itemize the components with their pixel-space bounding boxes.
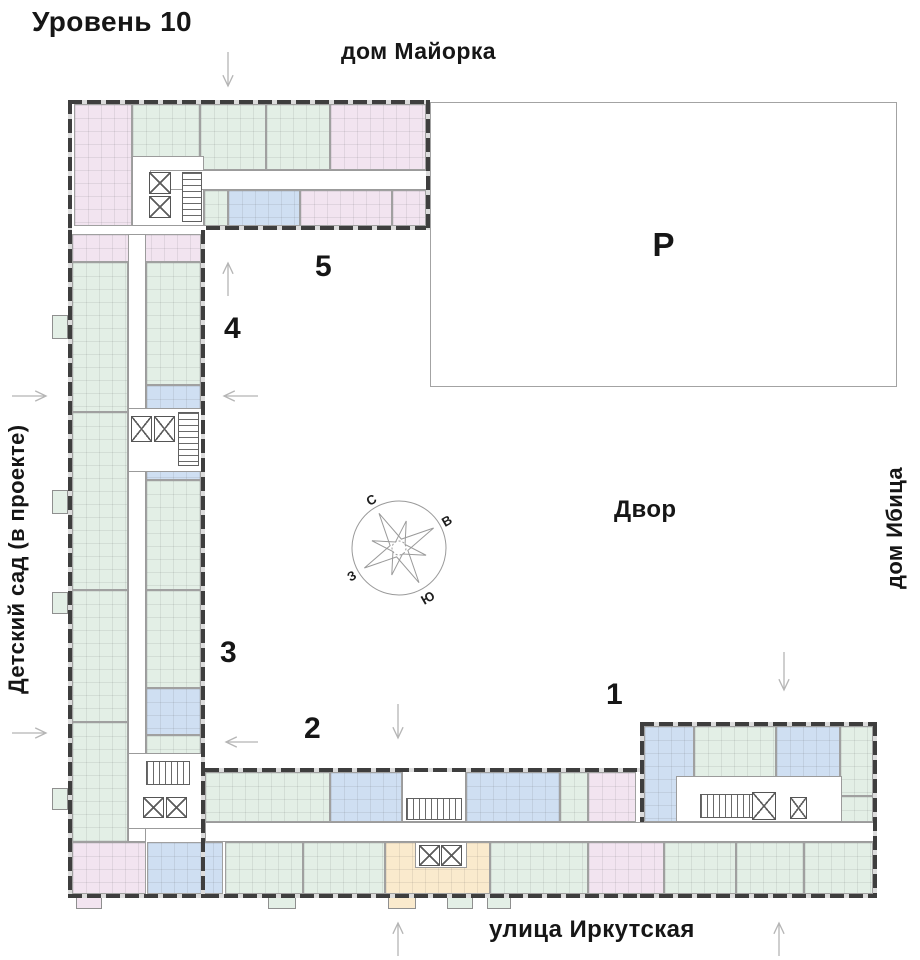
apartment-block [72,412,128,590]
apartment-block [146,688,201,735]
elevator-shaft [131,416,152,442]
staircase [700,794,756,818]
apartment-block [205,772,330,822]
staircase [406,798,462,820]
exterior-wall [68,100,430,104]
apartment-block [146,735,201,755]
section-number-label: 1 [606,678,623,711]
section-number-label: 5 [315,250,332,283]
label-dom-mayorka: дом Майорка [341,38,496,64]
label-detskiy-sad: Детский сад (в проекте) [4,424,29,694]
elevator-shaft [790,797,807,819]
apartment-block [736,842,804,894]
parking-area: Р [430,102,897,387]
label-dom-ibica: дом Ибица [882,466,907,590]
apartment-block [776,726,840,778]
apartment-block [146,480,201,590]
section-number-label: 3 [220,636,237,669]
exterior-wall [205,894,642,898]
apartment-block [560,772,588,822]
apartment-block [228,190,300,226]
apartment-block [147,842,223,894]
exterior-wall [426,100,430,230]
apartment-block [146,262,201,385]
elevator-shaft [154,416,175,442]
label-ulitsa-irkutskaya: улица Иркутская [489,916,695,943]
apartment-block [72,262,128,412]
apartment-block [330,772,402,822]
apartment-block [225,842,303,894]
elevator-shaft [752,792,776,820]
apartment-block [300,190,392,226]
exterior-wall [206,226,430,230]
exterior-wall [68,230,72,898]
elevator-shaft [149,172,171,194]
balcony [52,788,68,810]
page-title: Уровень 10 [32,6,193,37]
apartment-block [266,104,330,170]
exterior-wall [68,894,205,898]
section-number-label: 4 [224,312,241,345]
apartment-block [588,842,664,894]
balcony [52,315,68,339]
exterior-wall [68,100,72,234]
label-courtyard: Двор [614,496,677,523]
apartment-block [466,772,560,822]
apartment-block [840,796,873,822]
elevator-shaft [143,797,164,818]
exterior-wall [640,722,644,822]
apartment-block [392,190,426,226]
elevator-shaft [166,797,187,818]
apartment-block [303,842,385,894]
apartment-block [664,842,736,894]
corridor [205,822,875,842]
apartment-block [72,590,128,722]
exterior-wall [873,722,877,898]
balcony [52,592,68,614]
exterior-wall [201,230,205,898]
elevator-shaft [441,845,462,866]
apartment-block [644,726,694,822]
apartment-block [204,190,228,226]
apartment-block [72,842,146,894]
exterior-wall [205,768,642,772]
exterior-wall [640,722,877,726]
staircase [146,761,190,785]
apartment-block [694,726,776,778]
section-number-label: 2 [304,712,321,745]
apartment-block [588,772,636,822]
apartment-block [804,842,873,894]
corridor [128,234,146,842]
apartment-block [74,104,132,226]
apartment-block [840,726,873,796]
apartment-block [146,590,201,688]
apartment-block [330,104,426,170]
staircase [182,172,202,222]
elevator-shaft [149,196,171,218]
elevator-shaft [419,845,440,866]
parking-label: Р [652,225,675,263]
balcony [52,490,68,514]
exterior-wall [640,894,877,898]
apartment-block [200,104,266,170]
apartment-block [490,842,588,894]
apartment-block [72,722,128,842]
staircase [178,412,199,466]
